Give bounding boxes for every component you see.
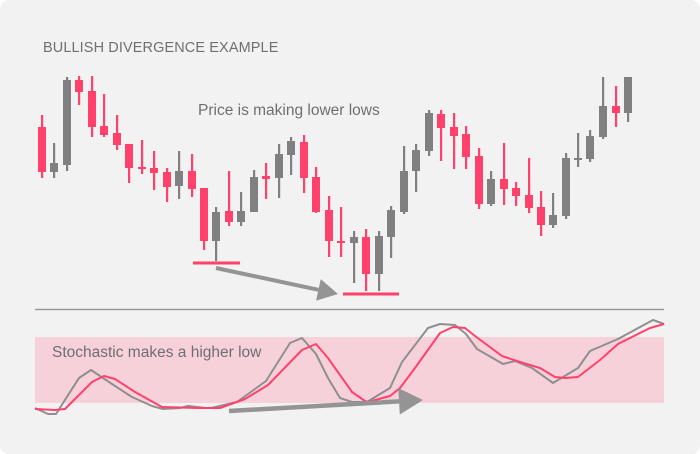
candle [325, 196, 333, 257]
candle [612, 86, 620, 127]
candle [212, 207, 220, 261]
candle [400, 146, 408, 214]
candle [562, 153, 570, 219]
candle [138, 140, 146, 174]
candle [237, 192, 245, 226]
stochastic-line [34, 319, 665, 415]
candle [300, 135, 308, 193]
candle [262, 163, 270, 199]
candle [425, 110, 433, 156]
candle [475, 148, 483, 209]
candle [387, 206, 395, 258]
candle [50, 143, 58, 178]
candle [537, 191, 545, 236]
candle [150, 151, 158, 190]
candle [38, 115, 46, 178]
candle [287, 137, 295, 175]
candle [375, 231, 383, 291]
candle [250, 170, 258, 212]
price-low-markers [193, 261, 399, 296]
candle [549, 193, 557, 228]
candle [500, 143, 508, 205]
price-downtrend-arrow-icon [215, 266, 338, 301]
candle [337, 207, 345, 257]
price-annotation: Price is making lower lows [198, 102, 380, 119]
candle [63, 77, 71, 171]
candle [200, 188, 208, 250]
candle [188, 154, 196, 197]
candle [525, 158, 533, 213]
candle [100, 94, 108, 137]
candle [163, 168, 171, 202]
stochastic-uptrend-arrow-icon [228, 388, 423, 415]
candle [225, 171, 233, 226]
candle [512, 182, 520, 206]
candle [624, 77, 632, 122]
stochastic-annotation: Stochastic makes a higher low [52, 344, 262, 361]
candle [88, 76, 96, 137]
candle [175, 151, 183, 199]
candle [586, 130, 594, 162]
candle [75, 76, 83, 105]
candle [437, 110, 445, 161]
chart-title: BULLISH DIVERGENCE EXAMPLE [43, 40, 279, 56]
candle [487, 171, 495, 206]
candle [275, 144, 283, 198]
candle [412, 144, 420, 192]
candle [312, 167, 320, 213]
candle [450, 113, 458, 169]
candle [350, 231, 358, 283]
price-candlestick-series [38, 76, 632, 291]
candle [574, 133, 582, 167]
candle [462, 126, 470, 169]
candle [599, 77, 607, 139]
candle [113, 115, 121, 150]
candle [125, 144, 133, 183]
stochastic-band [35, 337, 664, 403]
candle [362, 229, 370, 291]
